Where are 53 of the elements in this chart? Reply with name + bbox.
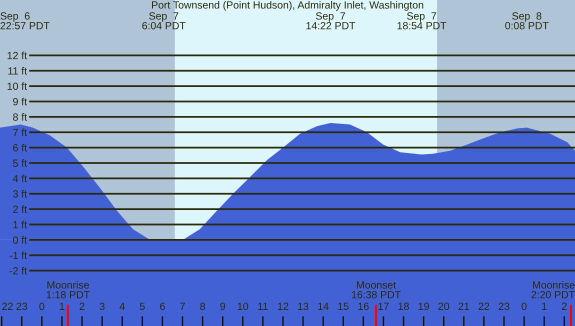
x-tick-label: 2 [562, 302, 567, 310]
y-tick-label: -1 ft [10, 252, 28, 260]
y-tick-label: 9 ft [13, 98, 28, 106]
y-tick-label: 1 ft [13, 220, 28, 228]
x-tick-label: 1 [542, 302, 547, 310]
x-tick-label: 0 [522, 302, 527, 310]
x-tick-label: 4 [120, 302, 125, 310]
x-tick-label: 19 [418, 302, 429, 310]
x-tick-label: 17 [378, 302, 389, 310]
x-tick-label: 23 [498, 302, 510, 310]
x-tick-label: 21 [458, 302, 470, 310]
x-tick-label: 16 [358, 302, 369, 310]
x-tick-label: 10 [238, 302, 248, 310]
annotation: Sep 7 14:22 PDT [306, 12, 356, 30]
y-tick-label: 2 ft [13, 205, 28, 213]
x-tick-label: 20 [438, 302, 450, 310]
x-tick-label: 3 [100, 302, 105, 310]
annotation: Sep 7 6:04 PDT [142, 12, 186, 30]
x-tick-label: 12 [278, 302, 288, 310]
x-tick-label: 0 [39, 302, 44, 310]
x-tick-label: 22 [2, 302, 13, 310]
x-tick-label: 9 [220, 302, 226, 310]
ref-line-label: Moonrise 2:20 PDT [532, 281, 575, 298]
x-tick-label: 7 [180, 302, 185, 310]
annotation: Sep 8 0:08 PDT [505, 12, 549, 30]
x-tick-label: 2 [80, 302, 84, 310]
x-tick-label: 15 [338, 302, 349, 310]
x-tick-label: 14 [318, 302, 329, 310]
ref-line-label: Moonrise 1:18 PDT [46, 281, 90, 298]
x-tick-label: 5 [140, 302, 145, 310]
y-tick-label: 11 ft [8, 66, 28, 75]
chart-title: Port Townsend (Point Hudson), Admiralty Inlet, Washington [152, 1, 424, 11]
x-tick-label: 23 [16, 302, 28, 310]
y-tick-label: 6 ft [13, 144, 28, 152]
x-tick-label: 8 [200, 302, 206, 310]
y-tick-label: 5 ft [13, 159, 28, 167]
y-tick-label: 7 ft [13, 128, 28, 136]
y-tick-label: 3 ft [13, 190, 28, 198]
x-tick-label: 1 [60, 302, 64, 310]
y-tick-label: -2 ft [10, 266, 28, 274]
annotation: Sep 6 22:57 PDT [0, 12, 50, 30]
x-tick-label: 6 [160, 302, 165, 310]
ref-line-label: Moonset 16:38 PDT [352, 281, 401, 298]
y-tick-label: 4 ft [12, 174, 28, 182]
x-tick-label: 22 [478, 302, 490, 310]
annotation: Sep 7 18:54 PDT [398, 12, 446, 30]
x-tick-label: 11 [258, 302, 268, 310]
y-tick-label: 10 ft [8, 82, 28, 90]
y-tick-label: 0 ft [13, 236, 28, 244]
y-tick-label: 8 ft [13, 113, 28, 121]
x-tick-label: 18 [398, 302, 409, 310]
y-tick-label: 12 ft [8, 52, 28, 60]
x-tick-label: 13 [298, 302, 308, 310]
